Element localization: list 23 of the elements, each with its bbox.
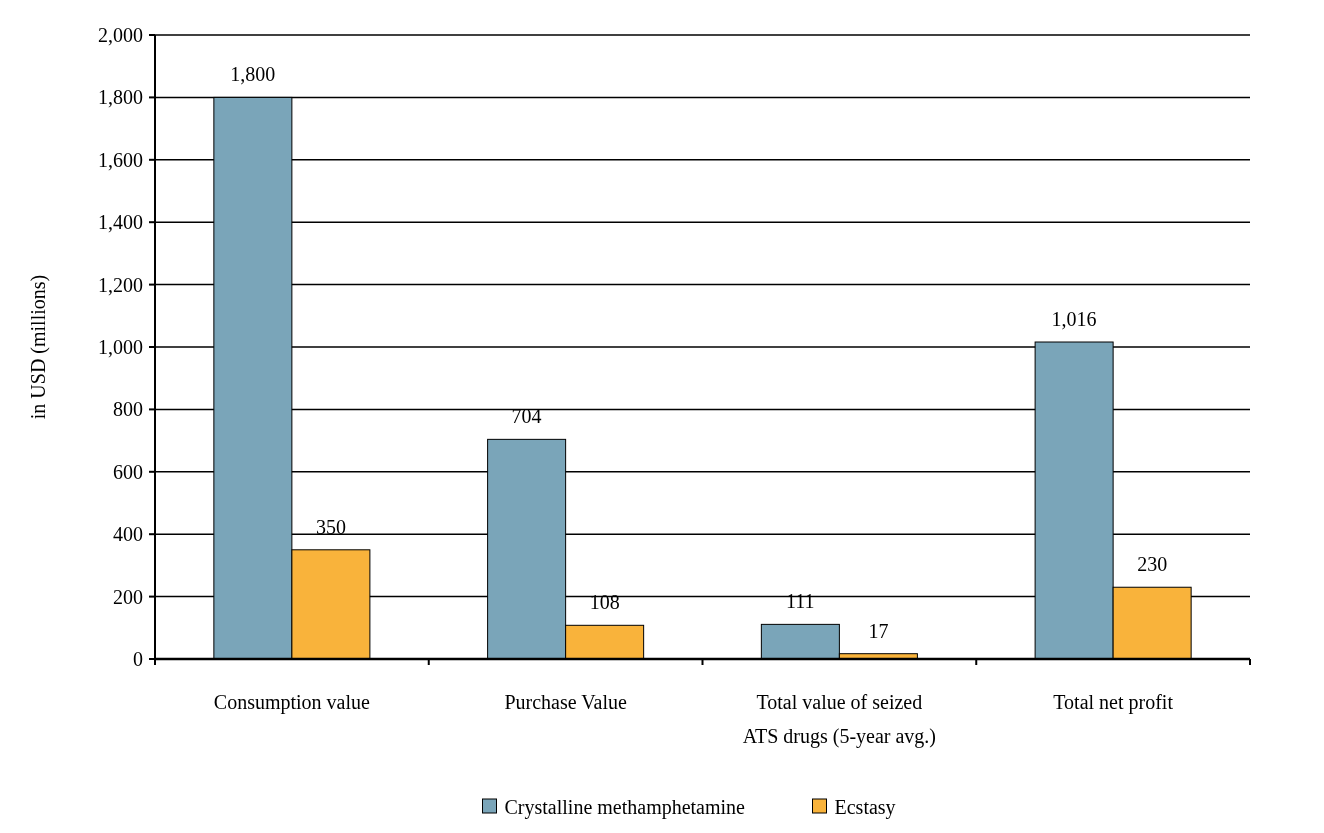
- data-label: 350: [315, 515, 346, 538]
- x-tick-label: Total net profit: [1053, 691, 1174, 714]
- y-tick-label: 0: [133, 648, 143, 670]
- data-label: 230: [1137, 553, 1168, 576]
- legend-label: Crystalline methamphetamine: [504, 796, 746, 819]
- y-axis-title: in USD (millions): [27, 274, 50, 420]
- y-tick-label: 1,400: [98, 211, 143, 234]
- y-tick-label: 1,800: [98, 86, 143, 109]
- y-tick-label: 1,000: [98, 336, 143, 358]
- y-tick-label: 400: [113, 523, 143, 546]
- data-label: 1,016: [1051, 308, 1097, 331]
- y-tick-label: 1,200: [98, 273, 143, 296]
- x-tick-label: Consumption value: [213, 691, 371, 714]
- data-label: 1,800: [230, 63, 276, 86]
- legend-label: Ecstasy: [834, 796, 896, 819]
- y-tick-label: 2,000: [98, 24, 143, 46]
- y-tick-label: 800: [113, 398, 143, 421]
- data-label: 17: [868, 619, 889, 642]
- x-tick-label: Total value of seized ATS drugs (5-year avg.): [742, 691, 937, 748]
- x-tick-label: Purchase Value: [504, 691, 627, 713]
- y-tick-label: 200: [113, 585, 143, 608]
- y-tick-label: 1,600: [98, 148, 143, 171]
- y-tick-label: 600: [113, 460, 143, 483]
